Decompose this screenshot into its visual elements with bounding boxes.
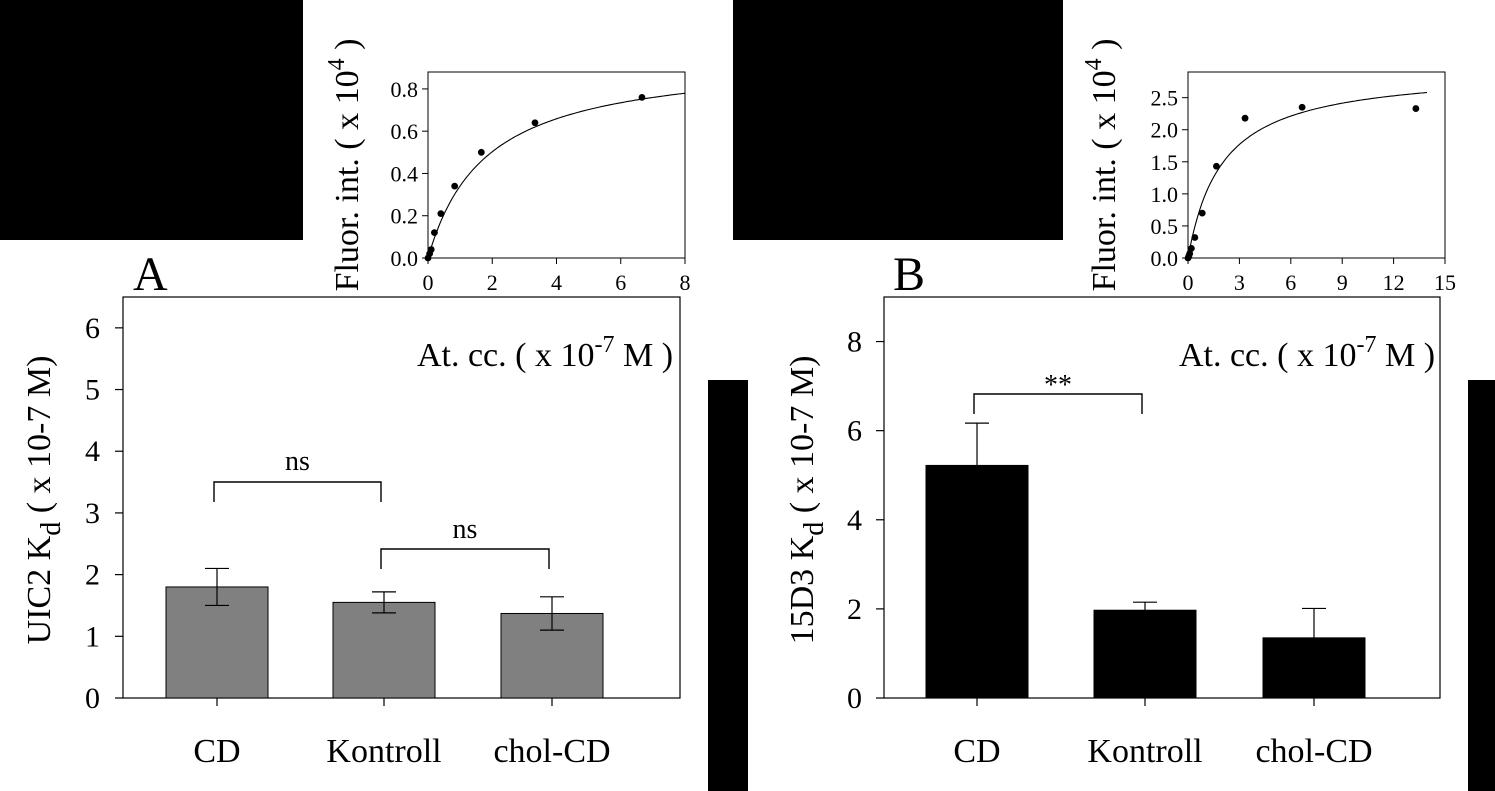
inset-data-point [451,182,459,190]
panel-letter: A [133,248,168,301]
category-label: chol-CD [493,733,610,770]
y-tick-label: 2 [85,559,100,592]
category-label: Kontroll [1087,733,1202,770]
significance-bracket [973,393,1143,414]
y-tick-label: 0 [847,682,862,715]
y-tick-label: 8 [847,326,862,359]
inset-x-tick-label: 12 [1383,270,1405,295]
inset-x-tick-label: 0 [423,270,434,295]
inset-data-point [427,246,435,253]
panel-letter: B [893,248,925,301]
inset-y-tick-label: 1.0 [1151,182,1179,207]
inset-x-tick-label: 3 [1234,270,1245,295]
inset-x-tick-label: 6 [1285,270,1296,295]
inset-y-tick-label: 1.5 [1151,150,1179,175]
significance-label: ** [1044,370,1072,401]
y-axis-title: UIC2 Kd ( x 10-7 M) [21,356,67,645]
inset-x-tick-label: 4 [551,270,562,295]
y-tick-label: 4 [847,504,862,537]
inset-x-axis-title: At. cc. ( x 10-7 M ) [417,332,673,374]
inset-y-axis-title: Fluor. int. ( x 104 ) [1081,39,1123,292]
y-axis-title: 15D3 Kd ( x 10-7 M) [784,356,830,645]
inset-data-point [1191,234,1199,241]
bar-kontroll [1093,609,1197,699]
significance-bracket [380,548,550,569]
inset-plot-frame [427,71,686,259]
inset-x-tick-label: 8 [680,270,691,295]
inset-x-tick-label: 9 [1337,270,1348,295]
inset-y-tick-label: 0.5 [1151,214,1179,239]
inset-plot-frame [1187,71,1446,259]
category-label: CD [193,733,240,770]
inset-y-axis-title: Fluor. int. ( x 104 ) [324,39,366,292]
inset-data-point [431,229,438,237]
inset-data-point [477,148,485,156]
inset-x-tick-label: 15 [1434,270,1456,295]
inset-data-point [638,93,646,101]
inset-data-point [1412,105,1420,112]
inset-x-tick-label: 6 [615,270,626,295]
inset-y-tick-label: 0.0 [391,246,419,271]
inset-y-tick-label: 0.4 [391,161,419,186]
bar-kontroll [332,601,436,699]
inset-y-tick-label: 2.5 [1151,86,1179,111]
black-strip-right [1468,380,1495,791]
category-label: chol-CD [1255,733,1372,770]
y-tick-label: 1 [85,620,100,653]
y-tick-label: 4 [85,435,100,468]
inset-data-point [1213,162,1220,170]
y-tick-label: 6 [85,312,100,345]
significance-bracket [213,481,382,502]
inset-data-point [1241,114,1249,122]
inset-x-tick-label: 0 [1183,270,1194,295]
inset-y-tick-label: 0.8 [391,77,419,102]
category-label: CD [953,733,1000,770]
inset-data-point [531,119,539,127]
black-block-top-middle [733,0,1063,240]
inset-data-point [1298,103,1306,111]
inset-fit-curve [1187,91,1428,259]
y-tick-label: 5 [85,374,100,407]
y-tick-label: 0 [85,682,100,715]
inset-x-axis-title: At. cc. ( x 10-7 M ) [1179,332,1435,374]
inset-data-point [437,210,445,218]
significance-label: ns [285,446,310,477]
inset-y-tick-label: 0.2 [391,204,419,229]
y-tick-label: 6 [847,415,862,448]
significance-label: ns [453,514,478,545]
inset-data-point [1188,244,1195,252]
panel-b: 0 2 4 6 8 CD Kontroll chol-CD ** 15D3 Kd ( x 10-7… [784,39,1456,770]
black-block-top-left [0,0,303,240]
y-tick-label: 3 [85,497,100,530]
inset-y-tick-label: 0.6 [391,119,419,144]
inset-y-tick-label: 2.0 [1151,118,1179,143]
inset-y-tick-label: 0.0 [1151,246,1179,271]
y-tick-label: 2 [847,593,862,626]
panel-a: 0 1 2 3 4 5 6 CD Kontroll chol-CD ns ns UIC2 Kd ( x … [21,39,691,770]
inset-data-point [1198,209,1206,217]
inset-x-tick-label: 2 [487,270,498,295]
category-label: Kontroll [326,733,441,770]
black-strip-middle [708,380,748,791]
inset-data-point [1186,250,1194,257]
